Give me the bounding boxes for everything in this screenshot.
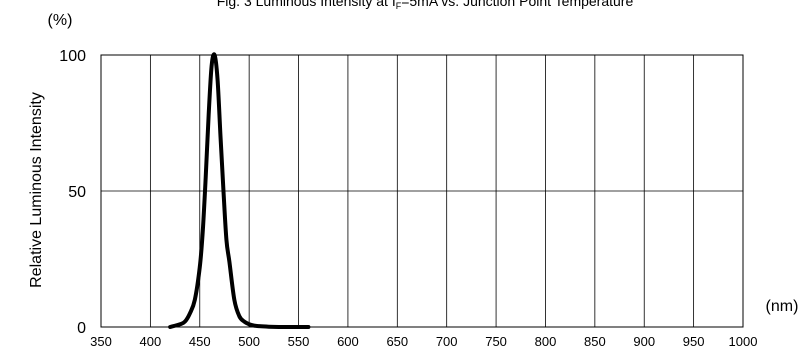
spectrum-line: [168, 52, 311, 329]
chart-title-subscript: F: [396, 1, 402, 11]
x-tick-label: 650: [386, 334, 408, 349]
y-tick-label: 50: [68, 184, 86, 201]
chart-title-main: Fig. 3 Luminous Intensity at I: [217, 0, 396, 9]
x-tick-label: 900: [633, 334, 655, 349]
x-tick-label: 700: [436, 334, 458, 349]
y-tick-label: 100: [59, 48, 86, 65]
chart-title: Fig. 3 Luminous Intensity at IF=5mA vs. …: [217, 0, 634, 11]
x-tick-label: 400: [140, 334, 162, 349]
x-tick-labels: 350 400 450 500 550 600 650 700 750 800 850 900 950 1…: [90, 334, 757, 349]
x-tick-label: 350: [90, 334, 112, 349]
x-tick-label: 600: [337, 334, 359, 349]
y-tick-labels: 0 50 100: [59, 48, 86, 337]
x-tick-label: 450: [189, 334, 211, 349]
x-tick-label: 850: [584, 334, 606, 349]
y-tick-label: 0: [77, 320, 86, 337]
y-axis-label: Relative Luminous Intensity: [28, 92, 45, 288]
x-tick-label: 750: [485, 334, 507, 349]
x-tick-label: 950: [683, 334, 705, 349]
x-tick-label: 800: [535, 334, 557, 349]
chart-title-rest: =5mA vs. Junction Point Temperature: [401, 0, 633, 9]
x-tick-label: 550: [288, 334, 310, 349]
x-unit-label: (nm): [766, 298, 799, 315]
x-tick-label: 500: [238, 334, 260, 349]
y-unit-label: (%): [48, 12, 73, 29]
grid-lines: [101, 55, 743, 327]
x-tick-label: 1000: [729, 334, 758, 349]
